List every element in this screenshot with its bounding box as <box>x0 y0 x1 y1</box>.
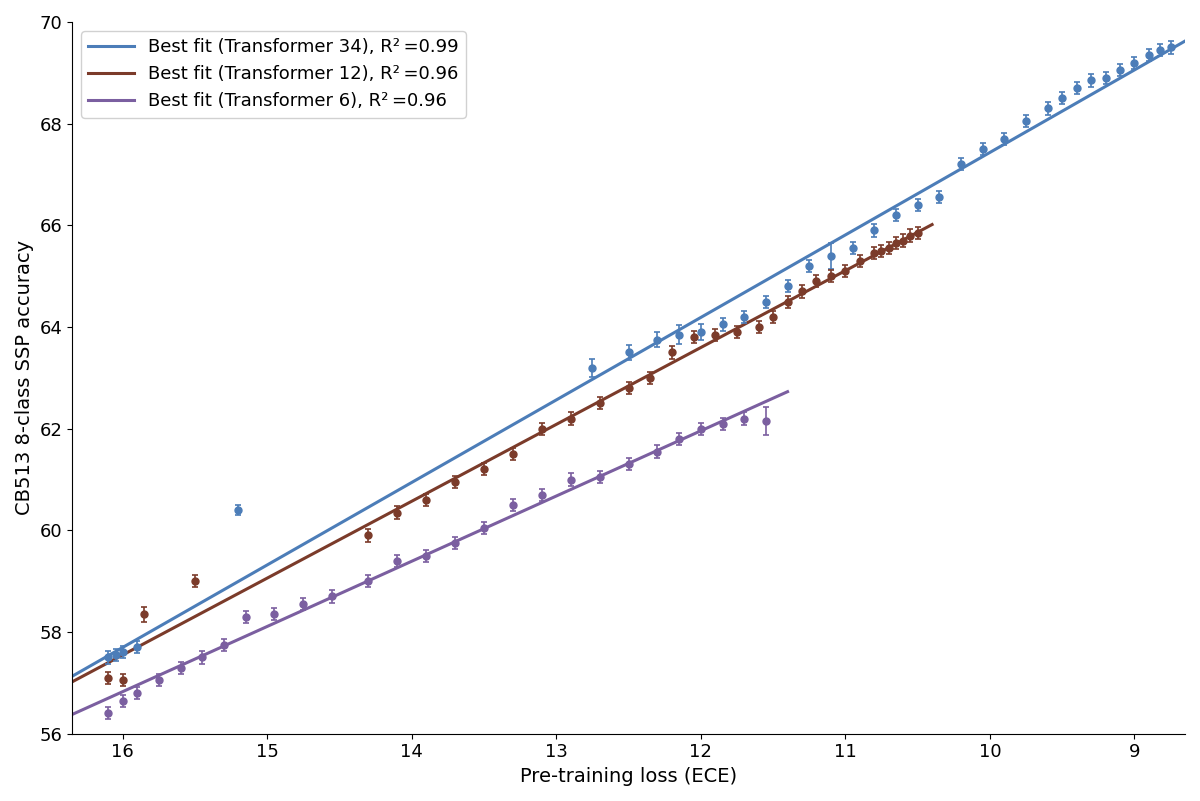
X-axis label: Pre-training loss (ECE): Pre-training loss (ECE) <box>520 767 737 786</box>
Y-axis label: CB513 8-class SSP accuracy: CB513 8-class SSP accuracy <box>16 240 34 515</box>
Legend: Best fit (Transformer 34), R² =0.99, Best fit (Transformer 12), R² =0.96, Best f: Best fit (Transformer 34), R² =0.99, Bes… <box>82 31 466 118</box>
